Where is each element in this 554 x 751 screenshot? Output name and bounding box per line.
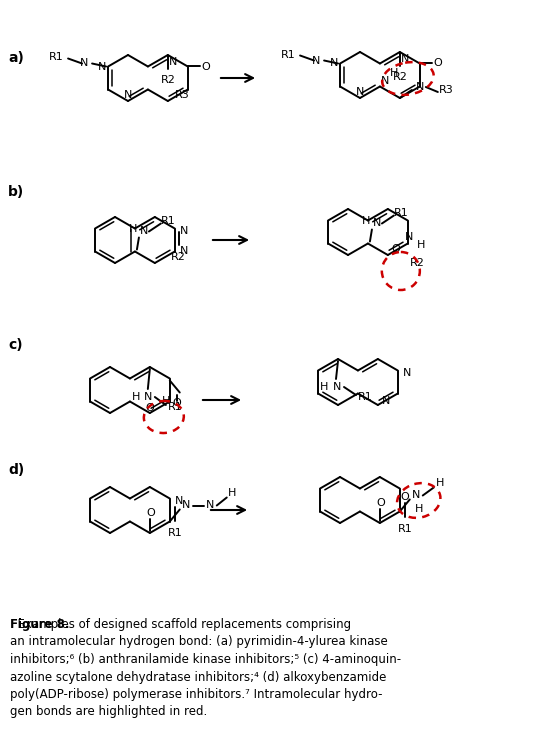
Text: H: H	[362, 216, 370, 227]
Text: O: O	[172, 397, 181, 408]
Text: R2: R2	[411, 258, 425, 269]
Text: c): c)	[8, 338, 23, 352]
Text: Examples of designed scaffold replacements comprising
an intramolecular hydrogen: Examples of designed scaffold replacemen…	[10, 618, 401, 719]
Text: H: H	[162, 396, 170, 406]
Text: N: N	[124, 90, 132, 100]
Text: H: H	[320, 382, 328, 392]
Text: N: N	[140, 227, 148, 237]
Text: R2: R2	[171, 252, 186, 263]
Text: N: N	[179, 246, 188, 255]
Text: N: N	[412, 490, 420, 500]
Text: O: O	[401, 491, 409, 502]
Text: N: N	[356, 87, 364, 97]
Text: N: N	[175, 496, 183, 505]
Text: N: N	[98, 62, 106, 71]
Text: d): d)	[8, 463, 24, 477]
Text: N: N	[143, 392, 152, 402]
Text: H: H	[228, 488, 236, 499]
Text: N: N	[80, 59, 88, 68]
Text: R3: R3	[438, 85, 453, 95]
Text: H: H	[435, 478, 444, 488]
Text: N: N	[401, 54, 409, 64]
Text: R1: R1	[397, 524, 412, 535]
Text: N: N	[330, 59, 338, 68]
Text: O: O	[146, 403, 154, 413]
Text: R1: R1	[281, 50, 296, 59]
Text: N: N	[182, 500, 190, 511]
Text: b): b)	[8, 185, 24, 199]
Text: a): a)	[8, 51, 24, 65]
Text: H: H	[132, 392, 140, 402]
Text: N: N	[416, 82, 424, 92]
Text: H: H	[414, 503, 423, 514]
Text: R1: R1	[167, 529, 182, 538]
Text: O: O	[146, 508, 155, 518]
Text: N: N	[381, 76, 389, 86]
Text: R1: R1	[167, 402, 182, 412]
Text: H: H	[129, 225, 137, 234]
Text: N: N	[373, 219, 381, 228]
Text: Figure 8.: Figure 8.	[10, 618, 69, 631]
Text: N: N	[382, 396, 390, 406]
Text: N: N	[179, 225, 188, 236]
Text: N: N	[404, 231, 413, 242]
Text: R2: R2	[161, 75, 175, 85]
Text: O: O	[392, 244, 400, 254]
Text: O: O	[377, 498, 385, 508]
Text: N: N	[403, 367, 411, 378]
Text: R1: R1	[393, 209, 408, 219]
Text: R3: R3	[175, 90, 189, 100]
Text: R1: R1	[161, 216, 175, 227]
Text: N: N	[206, 500, 214, 511]
Text: N: N	[312, 56, 320, 65]
Text: R2: R2	[392, 72, 407, 82]
Text: H: H	[417, 240, 425, 249]
Text: R1: R1	[358, 392, 372, 402]
Text: N: N	[333, 382, 341, 392]
Text: O: O	[202, 62, 210, 71]
Text: N: N	[169, 57, 177, 67]
Text: R1: R1	[49, 53, 64, 62]
Text: H: H	[389, 68, 398, 77]
Text: O: O	[433, 59, 442, 68]
